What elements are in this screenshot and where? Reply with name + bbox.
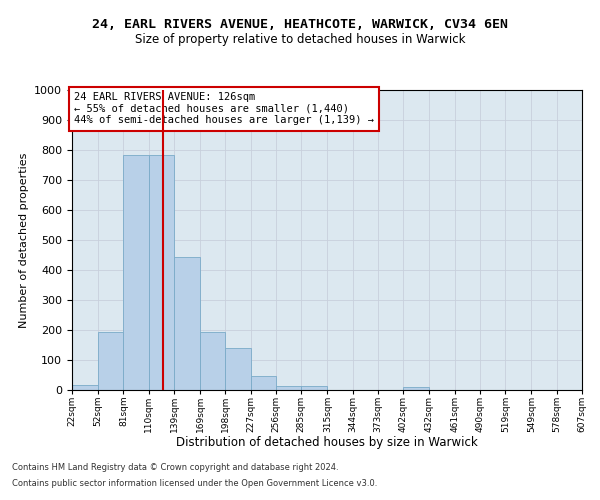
Y-axis label: Number of detached properties: Number of detached properties bbox=[19, 152, 29, 328]
Bar bbox=[301, 386, 328, 390]
Bar bbox=[226, 348, 251, 390]
Text: Contains HM Land Registry data © Crown copyright and database right 2024.: Contains HM Land Registry data © Crown c… bbox=[12, 464, 338, 472]
Bar bbox=[149, 154, 174, 390]
Bar bbox=[200, 332, 226, 390]
Text: Distribution of detached houses by size in Warwick: Distribution of detached houses by size … bbox=[176, 436, 478, 449]
Text: 24 EARL RIVERS AVENUE: 126sqm
← 55% of detached houses are smaller (1,440)
44% o: 24 EARL RIVERS AVENUE: 126sqm ← 55% of d… bbox=[74, 92, 374, 126]
Text: Contains public sector information licensed under the Open Government Licence v3: Contains public sector information licen… bbox=[12, 478, 377, 488]
Bar bbox=[124, 154, 149, 390]
Bar bbox=[251, 376, 276, 390]
Bar bbox=[98, 332, 124, 390]
Bar bbox=[276, 386, 301, 390]
Bar bbox=[174, 257, 200, 390]
Bar bbox=[403, 387, 430, 390]
Bar bbox=[72, 384, 98, 390]
Text: 24, EARL RIVERS AVENUE, HEATHCOTE, WARWICK, CV34 6EN: 24, EARL RIVERS AVENUE, HEATHCOTE, WARWI… bbox=[92, 18, 508, 30]
Text: Size of property relative to detached houses in Warwick: Size of property relative to detached ho… bbox=[135, 32, 465, 46]
